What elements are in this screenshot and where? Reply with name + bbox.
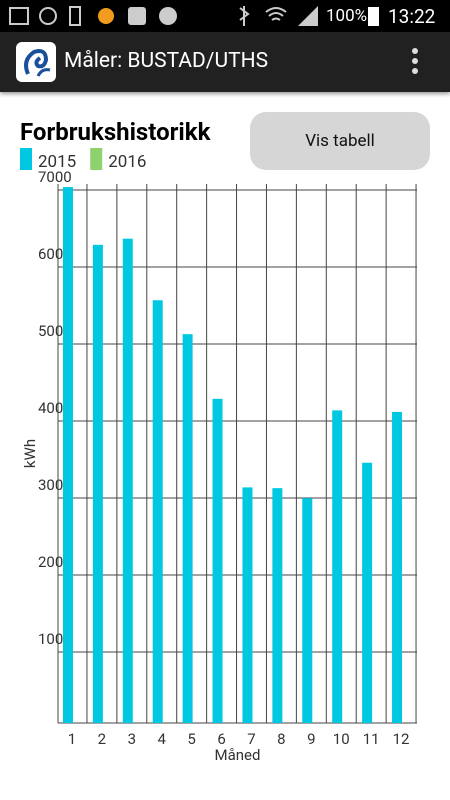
bar — [362, 462, 373, 723]
x-tick-label: 6 — [217, 730, 225, 748]
bar — [392, 411, 403, 723]
x-tick-label: 5 — [187, 730, 195, 748]
bar — [212, 398, 223, 723]
x-axis-label: Måned — [215, 746, 261, 764]
legend-swatch — [20, 148, 32, 170]
bar — [122, 238, 133, 724]
icon-app — [98, 8, 114, 24]
app-title: Måler: BUSTAD/UTHS — [64, 49, 269, 73]
y-axis-label: kWh — [21, 439, 39, 468]
icon-check — [159, 7, 177, 25]
bar — [92, 244, 103, 723]
x-tick-label: 8 — [277, 730, 285, 748]
status-bar: 100% 13:22 — [0, 0, 450, 32]
x-tick-label: 1 — [68, 730, 76, 748]
icon-gallery — [9, 7, 29, 25]
show-table-button[interactable]: Vis tabell — [250, 112, 430, 170]
icon-battery-app — [69, 6, 81, 26]
x-tick-label: 3 — [128, 730, 136, 748]
bar — [272, 488, 283, 723]
legend-swatch — [90, 148, 103, 170]
legend-label: 2015 — [38, 152, 76, 172]
y-tick-label: 7000 — [38, 168, 72, 186]
x-tick-label: 9 — [307, 730, 315, 748]
status-icons — [9, 6, 379, 26]
icon-alarm — [39, 7, 57, 25]
icon-signal — [298, 6, 318, 26]
legend-label: 2016 — [108, 152, 146, 172]
x-tick-label: 2 — [98, 730, 106, 748]
battery-level: 100% — [326, 6, 368, 26]
icon-wifi — [265, 7, 287, 21]
bar — [302, 498, 313, 723]
icon-app — [128, 7, 146, 25]
app-bar: Måler: BUSTAD/UTHS — [0, 32, 450, 92]
x-tick-label: 7 — [247, 730, 255, 748]
chart-title: Forbrukshistorikk — [20, 118, 212, 146]
bar — [152, 300, 163, 723]
clock: 13:22 — [388, 5, 436, 28]
bar — [242, 487, 253, 723]
icon-battery — [368, 7, 379, 26]
bar — [182, 334, 193, 723]
overflow-menu[interactable] — [410, 47, 420, 77]
x-tick-label: 11 — [363, 730, 380, 748]
app-logo — [16, 42, 56, 82]
icon-bluetooth — [239, 6, 250, 26]
x-tick-label: 12 — [393, 730, 410, 748]
x-tick-label: 10 — [333, 730, 350, 748]
bar — [62, 187, 73, 723]
x-tick-label: 4 — [157, 730, 166, 748]
bar — [332, 410, 343, 723]
